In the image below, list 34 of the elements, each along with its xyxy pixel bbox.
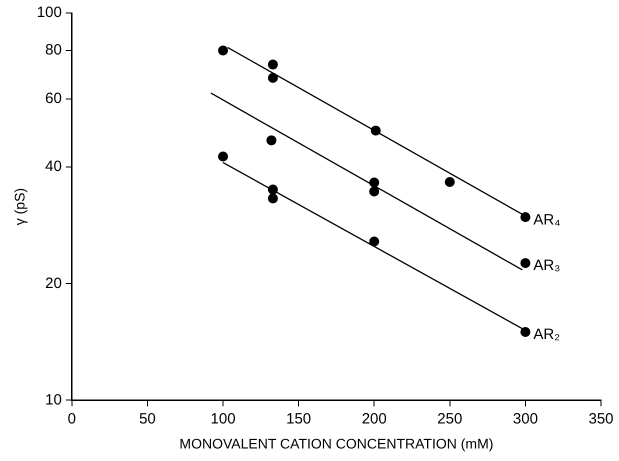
y-axis-title: γ (pS) [11, 188, 28, 226]
y-tick-label: 60 [45, 90, 62, 108]
point [369, 236, 380, 246]
x-tick-label: 350 [588, 410, 614, 428]
series-label: AR₃ [533, 257, 560, 274]
point [520, 212, 530, 222]
series-label: AR₄ [533, 211, 560, 228]
x-tick-label: 100 [210, 410, 236, 428]
point [218, 46, 228, 56]
point [369, 177, 380, 188]
y-tick-label: 40 [45, 158, 62, 176]
point [268, 184, 278, 195]
point [268, 193, 278, 204]
y-tick-label: 80 [45, 42, 62, 59]
y-tick-label: 10 [45, 391, 62, 408]
point [370, 126, 381, 136]
x-tick-label: 300 [512, 410, 538, 428]
point [444, 177, 455, 188]
point [268, 60, 278, 70]
point [369, 186, 380, 196]
x-axis-title: MONOVALENT CATION CONCENTRATION (mM) [179, 435, 494, 452]
x-tick-label: 50 [139, 410, 156, 428]
y-tick-label: 20 [45, 274, 62, 292]
point [218, 151, 228, 162]
point [268, 72, 278, 83]
point [520, 258, 530, 268]
point [266, 135, 276, 146]
x-tick-label: 0 [68, 410, 76, 428]
x-tick-label: 200 [362, 410, 387, 428]
series-label: AR₂ [533, 326, 560, 344]
y-tick-label: 100 [36, 4, 62, 22]
x-tick-label: 250 [437, 410, 462, 428]
x-tick-label: 150 [286, 410, 312, 428]
point [520, 327, 530, 338]
